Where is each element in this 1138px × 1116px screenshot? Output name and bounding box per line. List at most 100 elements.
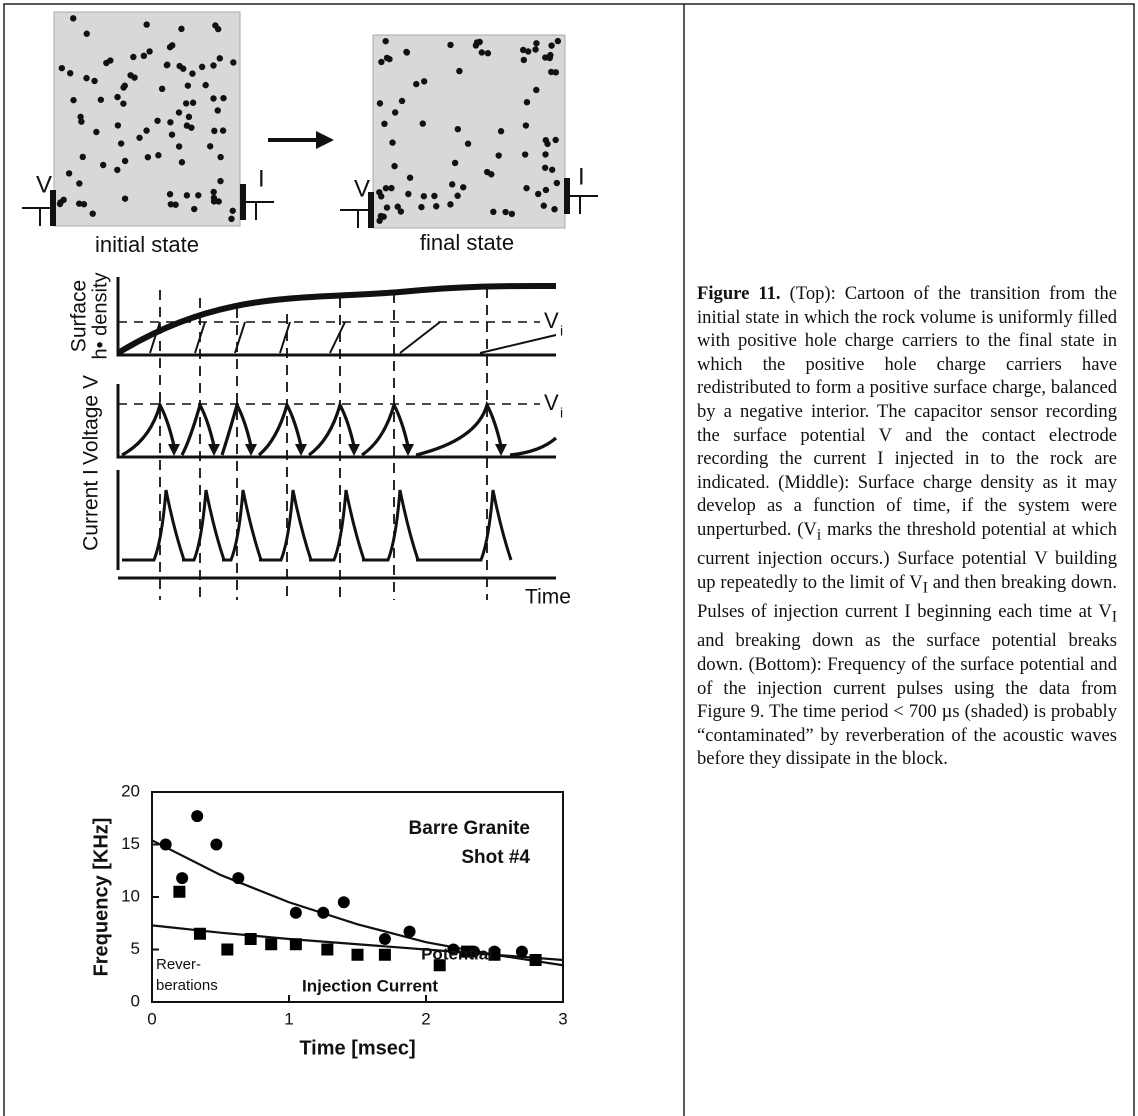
charge-dot — [114, 122, 122, 129]
arrow-head — [245, 444, 257, 456]
charge-dot — [548, 166, 556, 173]
charge-dot — [540, 202, 547, 209]
charge-dot — [130, 53, 137, 61]
threshold-label: V — [544, 390, 559, 415]
arrow-head — [348, 444, 360, 456]
charge-dot — [140, 52, 148, 60]
charge-dot — [182, 100, 190, 107]
y-tick-label: 20 — [121, 781, 140, 800]
charge-dot — [533, 40, 540, 47]
charge-dot — [99, 161, 107, 169]
charge-dot — [433, 203, 440, 210]
charge-dot — [553, 179, 561, 187]
voltage-ramp — [415, 400, 503, 457]
charge-dot — [431, 192, 438, 200]
caption-subscript: I — [1111, 608, 1117, 626]
charge-dot — [449, 181, 456, 188]
point — [221, 943, 234, 956]
charge-dot — [211, 127, 218, 135]
axis — [116, 277, 556, 357]
charge-dot — [215, 198, 222, 205]
charge-dot — [464, 140, 472, 147]
point — [488, 948, 501, 961]
rock-block — [372, 34, 566, 229]
charge-dot — [91, 77, 98, 85]
caption-text: marks the threshold potential at which c… — [697, 518, 1117, 593]
charge-dot — [542, 186, 550, 194]
charge-dot — [214, 107, 221, 114]
point — [433, 959, 446, 972]
charge-dot — [78, 118, 85, 125]
charge-dot — [120, 84, 127, 91]
charge-dot — [188, 124, 195, 131]
charge-dot — [542, 151, 549, 158]
charge-dot — [419, 120, 426, 127]
charge-dot — [185, 113, 193, 121]
ramp — [279, 321, 291, 354]
charge-dot — [175, 109, 183, 116]
annotation: Rever- — [156, 956, 201, 973]
charge-dot — [198, 63, 206, 71]
point — [289, 906, 302, 919]
charge-dot — [230, 59, 237, 66]
charge-dot — [67, 70, 74, 77]
charge-dot — [80, 201, 88, 208]
point — [232, 872, 245, 885]
charge-dot — [184, 82, 192, 89]
i-label: I — [578, 163, 585, 190]
charge-dot — [229, 207, 236, 214]
charge-dot — [502, 208, 509, 216]
charge-dot — [210, 95, 217, 102]
x-tick-label: 0 — [147, 1009, 156, 1028]
arrow-head — [295, 444, 307, 456]
voltage-ramp — [180, 400, 216, 456]
current-pulse — [362, 489, 420, 562]
charge-dot — [394, 203, 401, 210]
charge-dot — [519, 46, 527, 54]
charge-dot — [228, 215, 235, 223]
charge-dot — [378, 58, 385, 66]
final-label: final state — [420, 230, 514, 255]
i-label: I — [258, 165, 265, 192]
point — [515, 945, 528, 958]
arrow-head — [402, 444, 414, 456]
charge-dot — [114, 93, 121, 101]
charge-dot — [381, 120, 388, 128]
charge-dot — [391, 109, 399, 116]
point — [193, 927, 206, 940]
charge-dot — [176, 62, 183, 70]
charge-dot — [495, 152, 502, 159]
current-pulse — [182, 489, 226, 562]
charge-dot — [403, 49, 411, 56]
annotation: Potential — [421, 944, 493, 963]
charge-dot — [206, 143, 214, 150]
charge-dot — [388, 184, 395, 192]
charge-dot — [158, 85, 166, 93]
charge-dot — [548, 42, 555, 49]
charge-dot — [389, 139, 396, 146]
voltage-ramp — [257, 400, 303, 457]
annotation: Shot #4 — [461, 847, 530, 868]
charge-dot — [77, 113, 84, 121]
charge-dot — [460, 184, 467, 191]
voltage-ramp — [361, 400, 410, 457]
charge-dot — [83, 30, 90, 37]
charge-dot — [508, 210, 516, 218]
voltage-ramp — [220, 400, 253, 456]
density-curve — [116, 282, 557, 356]
charge-dot — [155, 152, 162, 159]
charge-dot — [523, 98, 531, 106]
charge-dot — [383, 54, 391, 62]
ramp — [399, 321, 441, 354]
charge-dot — [447, 41, 454, 49]
caption: Figure 11. (Top): Cartoon of the transit… — [697, 282, 1117, 771]
charge-dot — [520, 56, 528, 64]
charge-dot — [544, 140, 551, 148]
charge-dot — [382, 37, 389, 45]
point — [191, 810, 204, 823]
charge-dot — [103, 59, 110, 67]
charge-dot — [195, 192, 202, 199]
caption-text: (Top): Cartoon of the transition from th… — [697, 283, 1117, 540]
point — [210, 838, 223, 851]
charge-dot — [478, 49, 485, 56]
